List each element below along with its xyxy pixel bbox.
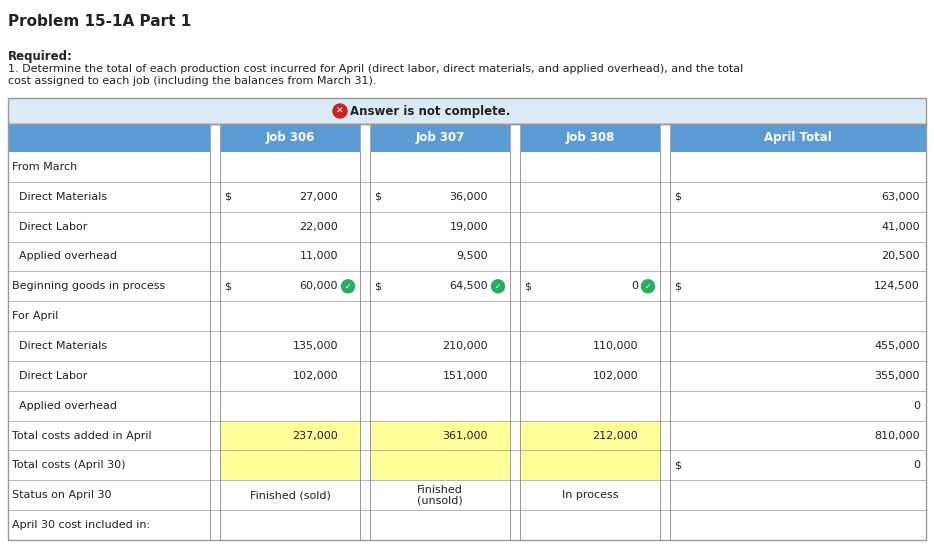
- Text: April Total: April Total: [764, 132, 832, 145]
- Text: $: $: [524, 281, 531, 292]
- Text: 151,000: 151,000: [443, 371, 488, 381]
- Bar: [520, 124, 660, 152]
- Text: 361,000: 361,000: [443, 431, 488, 441]
- Text: 41,000: 41,000: [882, 222, 920, 232]
- Text: For April: For April: [12, 311, 58, 321]
- Text: $: $: [674, 281, 681, 292]
- Bar: [370, 124, 510, 152]
- Text: 102,000: 102,000: [292, 371, 338, 381]
- Text: 19,000: 19,000: [449, 222, 488, 232]
- Text: Required:: Required:: [8, 50, 73, 63]
- Bar: [8, 420, 926, 450]
- Bar: [360, 124, 370, 152]
- Bar: [670, 124, 926, 152]
- Text: 355,000: 355,000: [874, 371, 920, 381]
- Text: 0: 0: [913, 401, 920, 411]
- Bar: [8, 510, 926, 540]
- Text: $: $: [224, 192, 231, 202]
- Text: 210,000: 210,000: [443, 341, 488, 351]
- Circle shape: [342, 280, 355, 293]
- Text: Total costs (April 30): Total costs (April 30): [12, 460, 125, 471]
- Text: 135,000: 135,000: [292, 341, 338, 351]
- Text: Job 308: Job 308: [565, 132, 615, 145]
- Text: 64,500: 64,500: [449, 281, 488, 292]
- Bar: [8, 212, 926, 241]
- Text: $: $: [674, 192, 681, 202]
- Bar: [220, 124, 360, 152]
- Text: 36,000: 36,000: [449, 192, 488, 202]
- Text: ✕: ✕: [336, 106, 344, 116]
- Bar: [8, 391, 926, 420]
- Text: 237,000: 237,000: [292, 431, 338, 441]
- Text: Direct Materials: Direct Materials: [12, 192, 107, 202]
- Text: 212,000: 212,000: [592, 431, 638, 441]
- Text: 110,000: 110,000: [592, 341, 638, 351]
- Text: Beginning goods in process: Beginning goods in process: [12, 281, 165, 292]
- Text: Status on April 30: Status on April 30: [12, 490, 111, 500]
- Text: $: $: [374, 281, 381, 292]
- Text: 0: 0: [631, 281, 638, 292]
- Text: Answer is not complete.: Answer is not complete.: [350, 104, 510, 117]
- Text: 20,500: 20,500: [882, 252, 920, 262]
- Bar: [660, 124, 670, 152]
- Bar: [210, 124, 220, 152]
- Text: Total costs added in April: Total costs added in April: [12, 431, 151, 441]
- Bar: [510, 124, 520, 152]
- Bar: [370, 450, 510, 480]
- Text: Job 307: Job 307: [416, 132, 464, 145]
- Text: $: $: [224, 281, 231, 292]
- Bar: [520, 420, 660, 450]
- Text: Problem 15-1A Part 1: Problem 15-1A Part 1: [8, 14, 191, 29]
- Bar: [8, 301, 926, 331]
- Text: 455,000: 455,000: [874, 341, 920, 351]
- Bar: [8, 152, 926, 182]
- Bar: [520, 450, 660, 480]
- Text: 9,500: 9,500: [457, 252, 488, 262]
- Text: Finished (sold): Finished (sold): [249, 490, 331, 500]
- Text: From March: From March: [12, 162, 78, 172]
- Text: (unsold): (unsold): [417, 495, 463, 505]
- Text: 22,000: 22,000: [299, 222, 338, 232]
- Text: 11,000: 11,000: [300, 252, 338, 262]
- Bar: [8, 124, 926, 540]
- Text: $: $: [674, 460, 681, 471]
- Bar: [8, 182, 926, 212]
- Text: In process: In process: [561, 490, 618, 500]
- Text: 60,000: 60,000: [300, 281, 338, 292]
- Bar: [220, 450, 360, 480]
- Bar: [8, 124, 210, 152]
- Text: 0: 0: [913, 460, 920, 471]
- Text: 27,000: 27,000: [299, 192, 338, 202]
- Text: 63,000: 63,000: [882, 192, 920, 202]
- Circle shape: [491, 280, 504, 293]
- Text: 124,500: 124,500: [874, 281, 920, 292]
- Text: Direct Materials: Direct Materials: [12, 341, 107, 351]
- Text: 1. Determine the total of each production cost incurred for April (direct labor,: 1. Determine the total of each productio…: [8, 64, 743, 74]
- Text: Applied overhead: Applied overhead: [12, 401, 117, 411]
- Text: ✓: ✓: [345, 282, 351, 291]
- Bar: [8, 98, 926, 124]
- Text: 810,000: 810,000: [874, 431, 920, 441]
- Text: April 30 cost included in:: April 30 cost included in:: [12, 520, 150, 530]
- Text: $: $: [374, 192, 381, 202]
- Circle shape: [333, 104, 347, 118]
- Bar: [8, 361, 926, 391]
- Text: Finished: Finished: [417, 485, 463, 495]
- Bar: [8, 271, 926, 301]
- Text: ✓: ✓: [644, 282, 651, 291]
- Text: Direct Labor: Direct Labor: [12, 222, 88, 232]
- Bar: [370, 420, 510, 450]
- Bar: [8, 450, 926, 480]
- Text: Job 306: Job 306: [265, 132, 315, 145]
- Text: Direct Labor: Direct Labor: [12, 371, 88, 381]
- Text: Applied overhead: Applied overhead: [12, 252, 117, 262]
- Text: 102,000: 102,000: [592, 371, 638, 381]
- Circle shape: [642, 280, 655, 293]
- Bar: [220, 420, 360, 450]
- Text: ✓: ✓: [495, 282, 502, 291]
- Bar: [8, 480, 926, 510]
- Bar: [8, 331, 926, 361]
- Text: cost assigned to each job (including the balances from March 31).: cost assigned to each job (including the…: [8, 76, 376, 86]
- Bar: [8, 241, 926, 271]
